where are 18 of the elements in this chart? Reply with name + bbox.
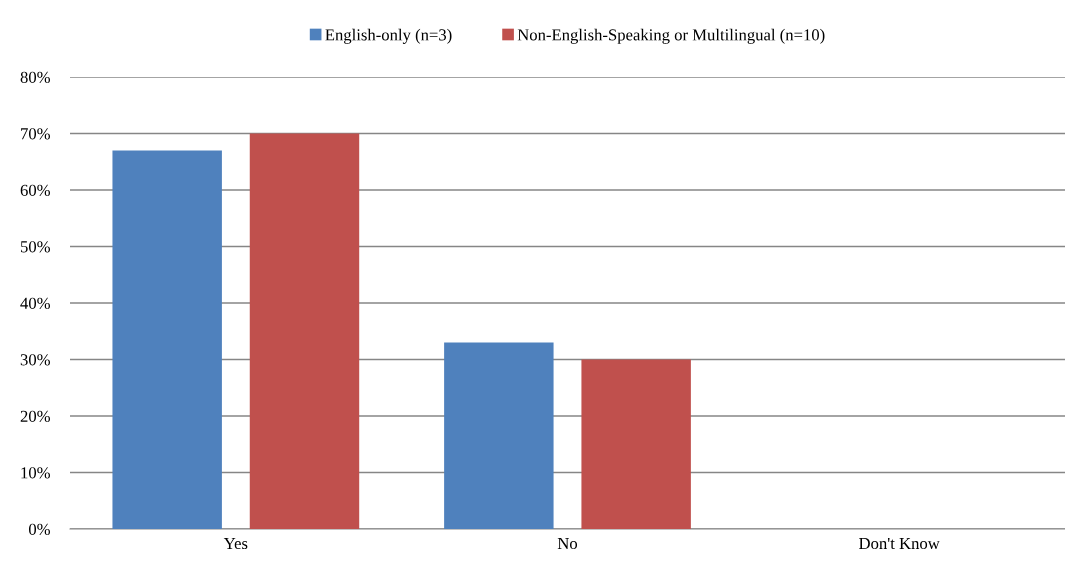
legend-label: Non-English-Speaking or Multilingual (n=10) <box>517 28 825 44</box>
x-tick-label: No <box>557 537 578 550</box>
bar <box>444 342 554 529</box>
y-tick-label: 20% <box>20 410 50 422</box>
x-tick-label: Yes <box>223 537 248 550</box>
y-tick-label: 70% <box>21 128 50 140</box>
y-tick-label: 40% <box>20 297 50 309</box>
bar <box>112 150 222 529</box>
y-tick-label: 60% <box>20 184 50 196</box>
y-tick-label: 80% <box>20 71 50 83</box>
bar <box>249 133 360 529</box>
x-tick-label: Don't Know <box>859 537 940 550</box>
y-tick-label: 30% <box>20 354 50 366</box>
y-tick-label: 0% <box>28 523 50 535</box>
bar <box>581 359 691 529</box>
legend-label: English-only (n=3) <box>325 28 452 44</box>
y-tick-label: 10% <box>21 467 50 479</box>
y-tick-label: 50% <box>20 241 50 253</box>
